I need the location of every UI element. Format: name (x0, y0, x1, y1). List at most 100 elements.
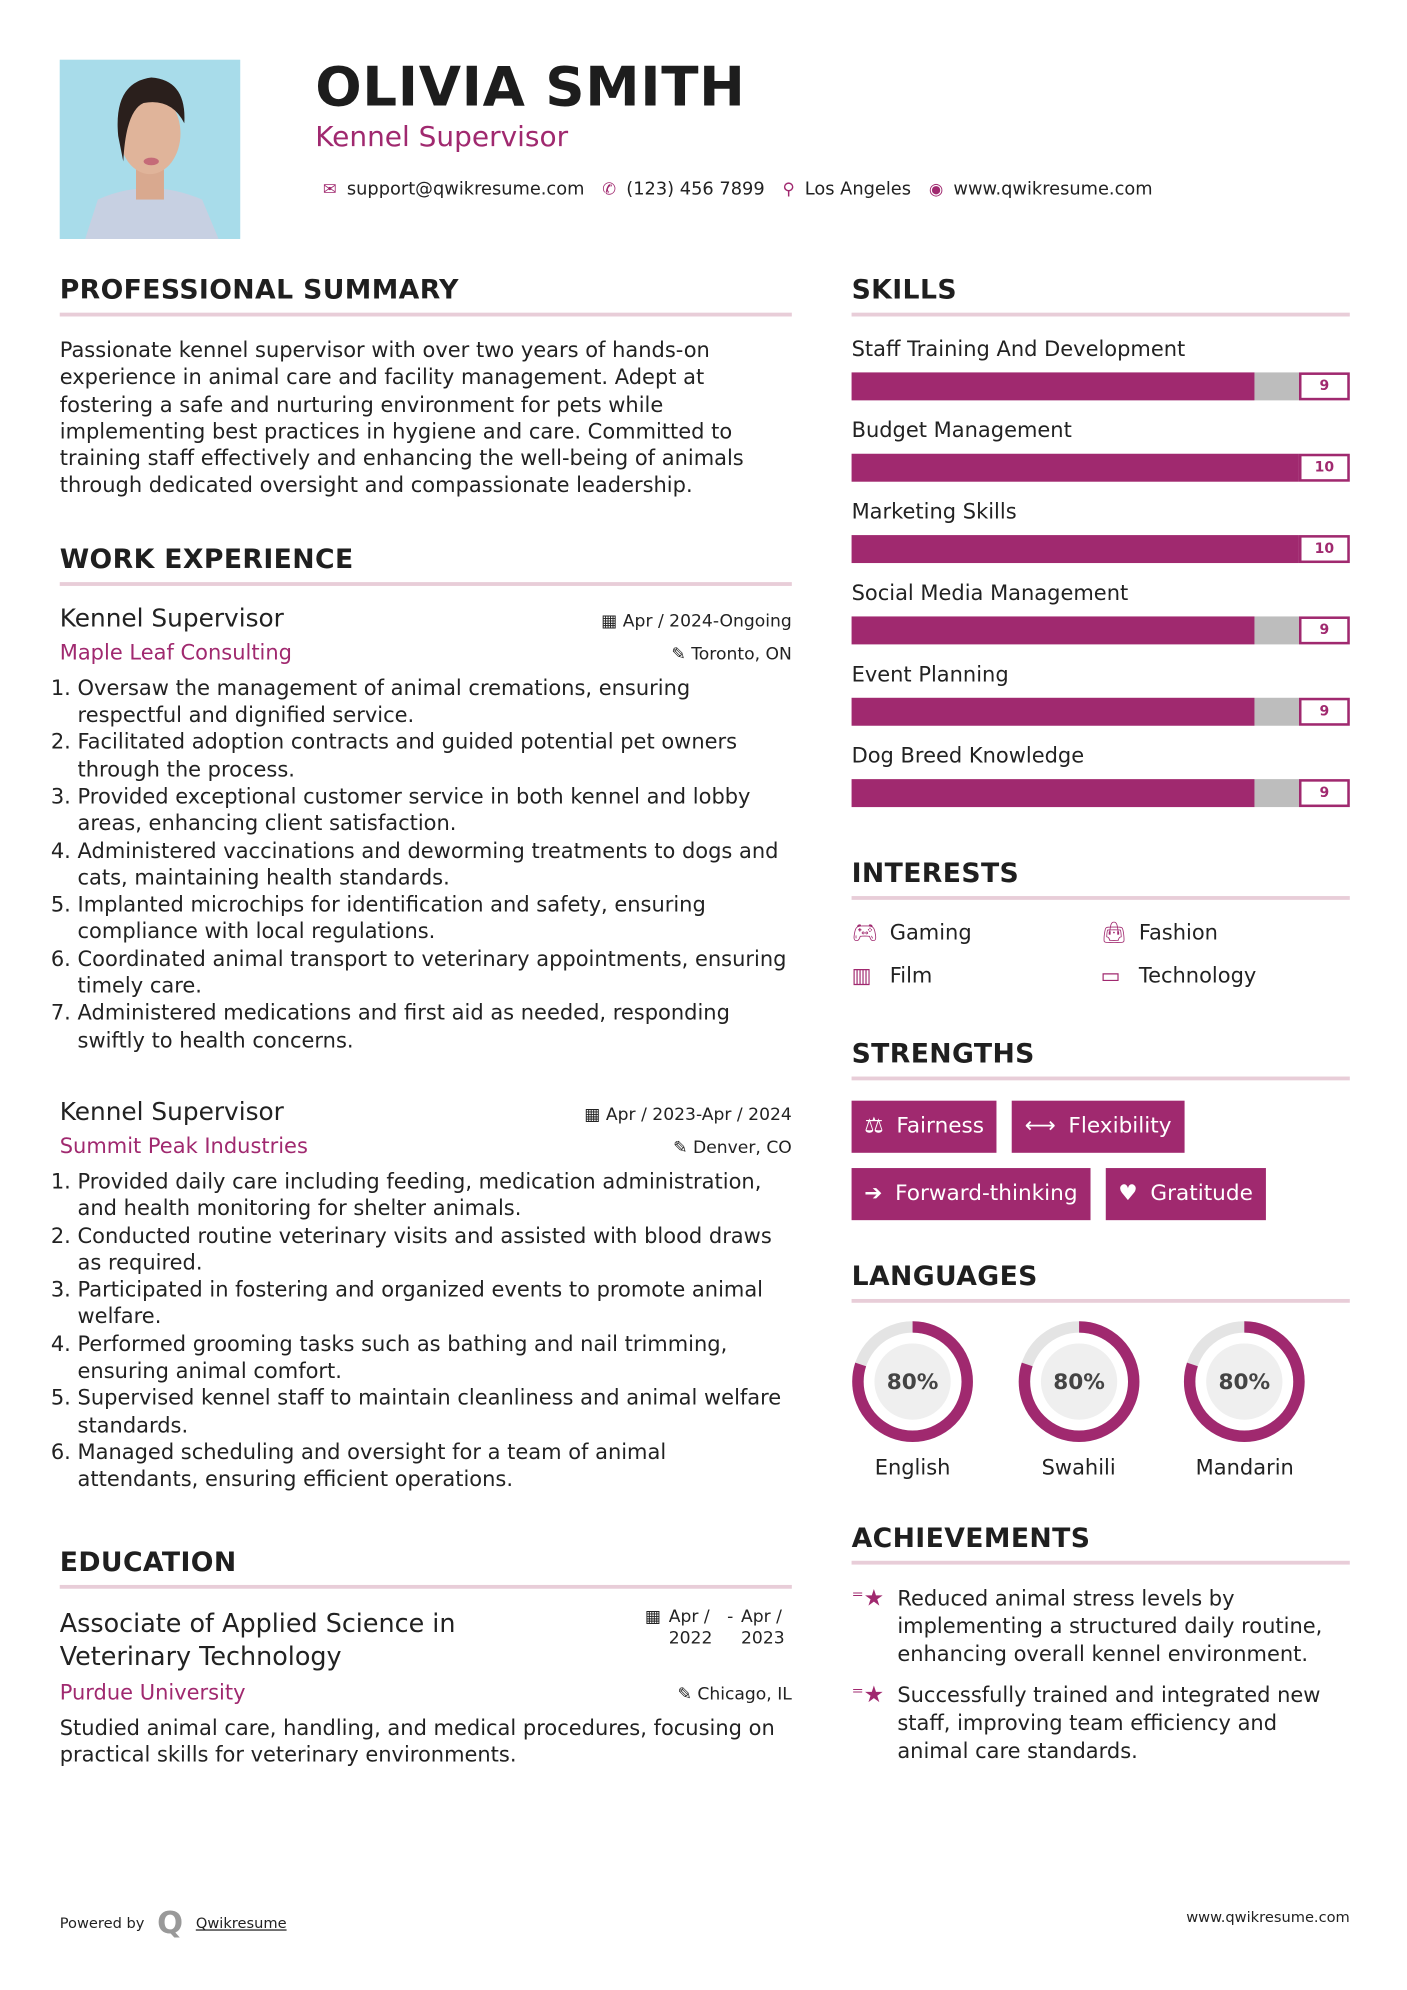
section-heading: PROFESSIONAL SUMMARY (59, 275, 792, 317)
skill-bar-empty (1254, 779, 1299, 808)
left-column: PROFESSIONAL SUMMARY Passionate kennel s… (59, 275, 792, 1769)
skill-bar-fill (851, 453, 1299, 482)
language-ring-fill (1018, 1321, 1140, 1442)
language-ring-fill (1184, 1321, 1306, 1442)
summary-text: Passionate kennel supervisor with over t… (59, 338, 744, 498)
skill-label: Staff Training And Development (851, 336, 1186, 361)
company-name: Summit Peak Industries (59, 1133, 308, 1158)
shopping-bag-icon: 👜︎ (1100, 920, 1128, 945)
languages-section: LANGUAGES 80% English 80% Swahili 80% Ma… (851, 1261, 1350, 1480)
footer-url[interactable]: www.qwikresume.com (1186, 1907, 1350, 1926)
skill-bar: 9 (851, 697, 1350, 726)
skill-item: Staff Training And Development 9 (851, 336, 1350, 401)
job-date: ▦ Apr / 2024-Ongoing (601, 611, 792, 632)
language-ring: 80% (1184, 1321, 1306, 1442)
job-bullet: Participated in fostering and organized … (78, 1276, 792, 1330)
job-bullet: Conducted routine veterinary visits and … (78, 1222, 792, 1276)
section-heading: SKILLS (851, 275, 1350, 317)
map-pin-icon: ⚲ (782, 179, 795, 199)
calendar-icon: ▦ (584, 1104, 606, 1125)
skill-label: Dog Breed Knowledge (851, 743, 1085, 768)
profile-photo (59, 59, 241, 239)
achievements-section: ACHIEVEMENTS ⁼★ Reduced animal stress lev… (851, 1523, 1350, 1766)
language-item: 80% Swahili (1018, 1321, 1184, 1480)
calendar-icon: ▦ (601, 611, 623, 632)
skill-bar-fill (851, 372, 1255, 401)
gamepad-icon: 🎮︎ (851, 920, 879, 945)
language-ring-fill (852, 1321, 973, 1442)
arrow-right-icon: ➔ (864, 1180, 883, 1207)
pin-icon: ✎ (671, 644, 692, 665)
job-bullet: Provided daily care including feeding, m… (78, 1168, 792, 1222)
arrows-horizontal-icon: ⟷ (1024, 1113, 1056, 1139)
section-heading: LANGUAGES (851, 1261, 1350, 1303)
skill-bar: 9 (851, 372, 1350, 401)
education-location: ✎ Chicago, IL (677, 1683, 792, 1704)
section-heading: EDUCATION (59, 1546, 792, 1589)
pin-icon: ✎ (673, 1137, 694, 1158)
contact-phone[interactable]: (123) 456 7899 (626, 179, 765, 200)
balance-scale-icon: ⚖ (864, 1113, 884, 1139)
job-bullet: Coordinated animal transport to veterina… (78, 945, 792, 999)
strength-tag: ⚖ Fairness (851, 1100, 997, 1153)
job-bullet: Provided exceptional customer service in… (78, 783, 792, 837)
education-description: Studied animal care, handling, and medic… (59, 1715, 775, 1767)
skill-bar-empty (1254, 616, 1299, 645)
skill-score: 9 (1298, 779, 1350, 808)
job-duties: Provided daily care including feeding, m… (60, 1168, 792, 1493)
skill-label: Marketing Skills (851, 499, 1017, 524)
footer-powered-by: Powered by Q Qwikresume (60, 1905, 287, 1941)
date-start: Apr / 2022 (668, 1605, 713, 1648)
language-ring: 80% (852, 1321, 973, 1442)
contact-email[interactable]: support@qwikresume.com (346, 179, 585, 200)
strength-tag: ➔ Forward-thinking (851, 1168, 1091, 1221)
skill-bar-fill (851, 616, 1255, 645)
contact-row: ✉ support@qwikresume.com ✆ (123) 456 7899 … (315, 179, 1153, 200)
star-icon: ⁼★ (851, 1584, 885, 1612)
position-title: Kennel Supervisor (59, 603, 284, 633)
skill-item: Dog Breed Knowledge 9 (851, 743, 1350, 808)
skill-bar: 10 (851, 453, 1350, 482)
job-bullet: Administered vaccinations and deworming … (78, 837, 792, 891)
skill-label: Budget Management (851, 418, 1072, 443)
skill-bar-fill (851, 779, 1255, 808)
skill-bar: 10 (851, 535, 1350, 564)
envelope-icon: ✉ (322, 179, 337, 199)
language-name: English (874, 1455, 951, 1480)
interest-film: ▥ Film (851, 963, 933, 988)
right-column: SKILLS Staff Training And Development 9 B… (851, 275, 1350, 1766)
job-date: ▦ Apr / 2023-Apr / 2024 (584, 1104, 792, 1125)
skill-label: Social Media Management (851, 580, 1129, 605)
section-heading: WORK EXPERIENCE (59, 544, 792, 586)
laptop-icon: ▭ (1100, 963, 1121, 988)
skill-score: 10 (1298, 453, 1350, 482)
achievement-item: ⁼★ Reduced animal stress levels by implem… (852, 1585, 1350, 1669)
contact-website[interactable]: www.qwikresume.com (953, 179, 1153, 200)
skill-bar-fill (851, 535, 1299, 564)
language-item: 80% Mandarin (1184, 1321, 1350, 1479)
position-title: Kennel Supervisor (59, 1096, 284, 1127)
qwikresume-link[interactable]: Qwikresume (195, 1914, 287, 1932)
job-location: ✎ Toronto, ON (671, 644, 792, 665)
contact-location: Los Angeles (804, 179, 912, 200)
job-bullet: Facilitated adoption contracts and guide… (78, 729, 792, 783)
job-bullet: Oversaw the management of animal cremati… (78, 675, 792, 729)
calendar-icon: ▦ (644, 1605, 662, 1627)
date-end: Apr / 2023 (740, 1605, 785, 1648)
job-bullet: Performed grooming tasks such as bathing… (78, 1330, 792, 1384)
education-date: ▦ Apr / 2022 - Apr / 2023 (645, 1606, 792, 1672)
heart-icon: ♥ (1118, 1180, 1138, 1207)
phone-icon: ✆ (602, 179, 617, 199)
language-name: Swahili (1041, 1455, 1116, 1480)
section-heading: STRENGTHS (851, 1038, 1350, 1081)
language-percent: 80% (887, 1370, 939, 1395)
skill-score: 9 (1298, 372, 1350, 401)
section-heading: ACHIEVEMENTS (851, 1523, 1350, 1565)
interest-fashion: 👜︎ Fashion (1100, 920, 1218, 945)
strengths-section: STRENGTHS ⚖ Fairness ⟷ Flexibility ➔ Forwar… (851, 1038, 1350, 1221)
language-percent: 80% (1053, 1370, 1105, 1395)
job-location: ✎ Denver, CO (673, 1137, 792, 1158)
candidate-name: OLIVIA SMITH (315, 55, 746, 120)
skill-item: Social Media Management 9 (851, 580, 1350, 645)
